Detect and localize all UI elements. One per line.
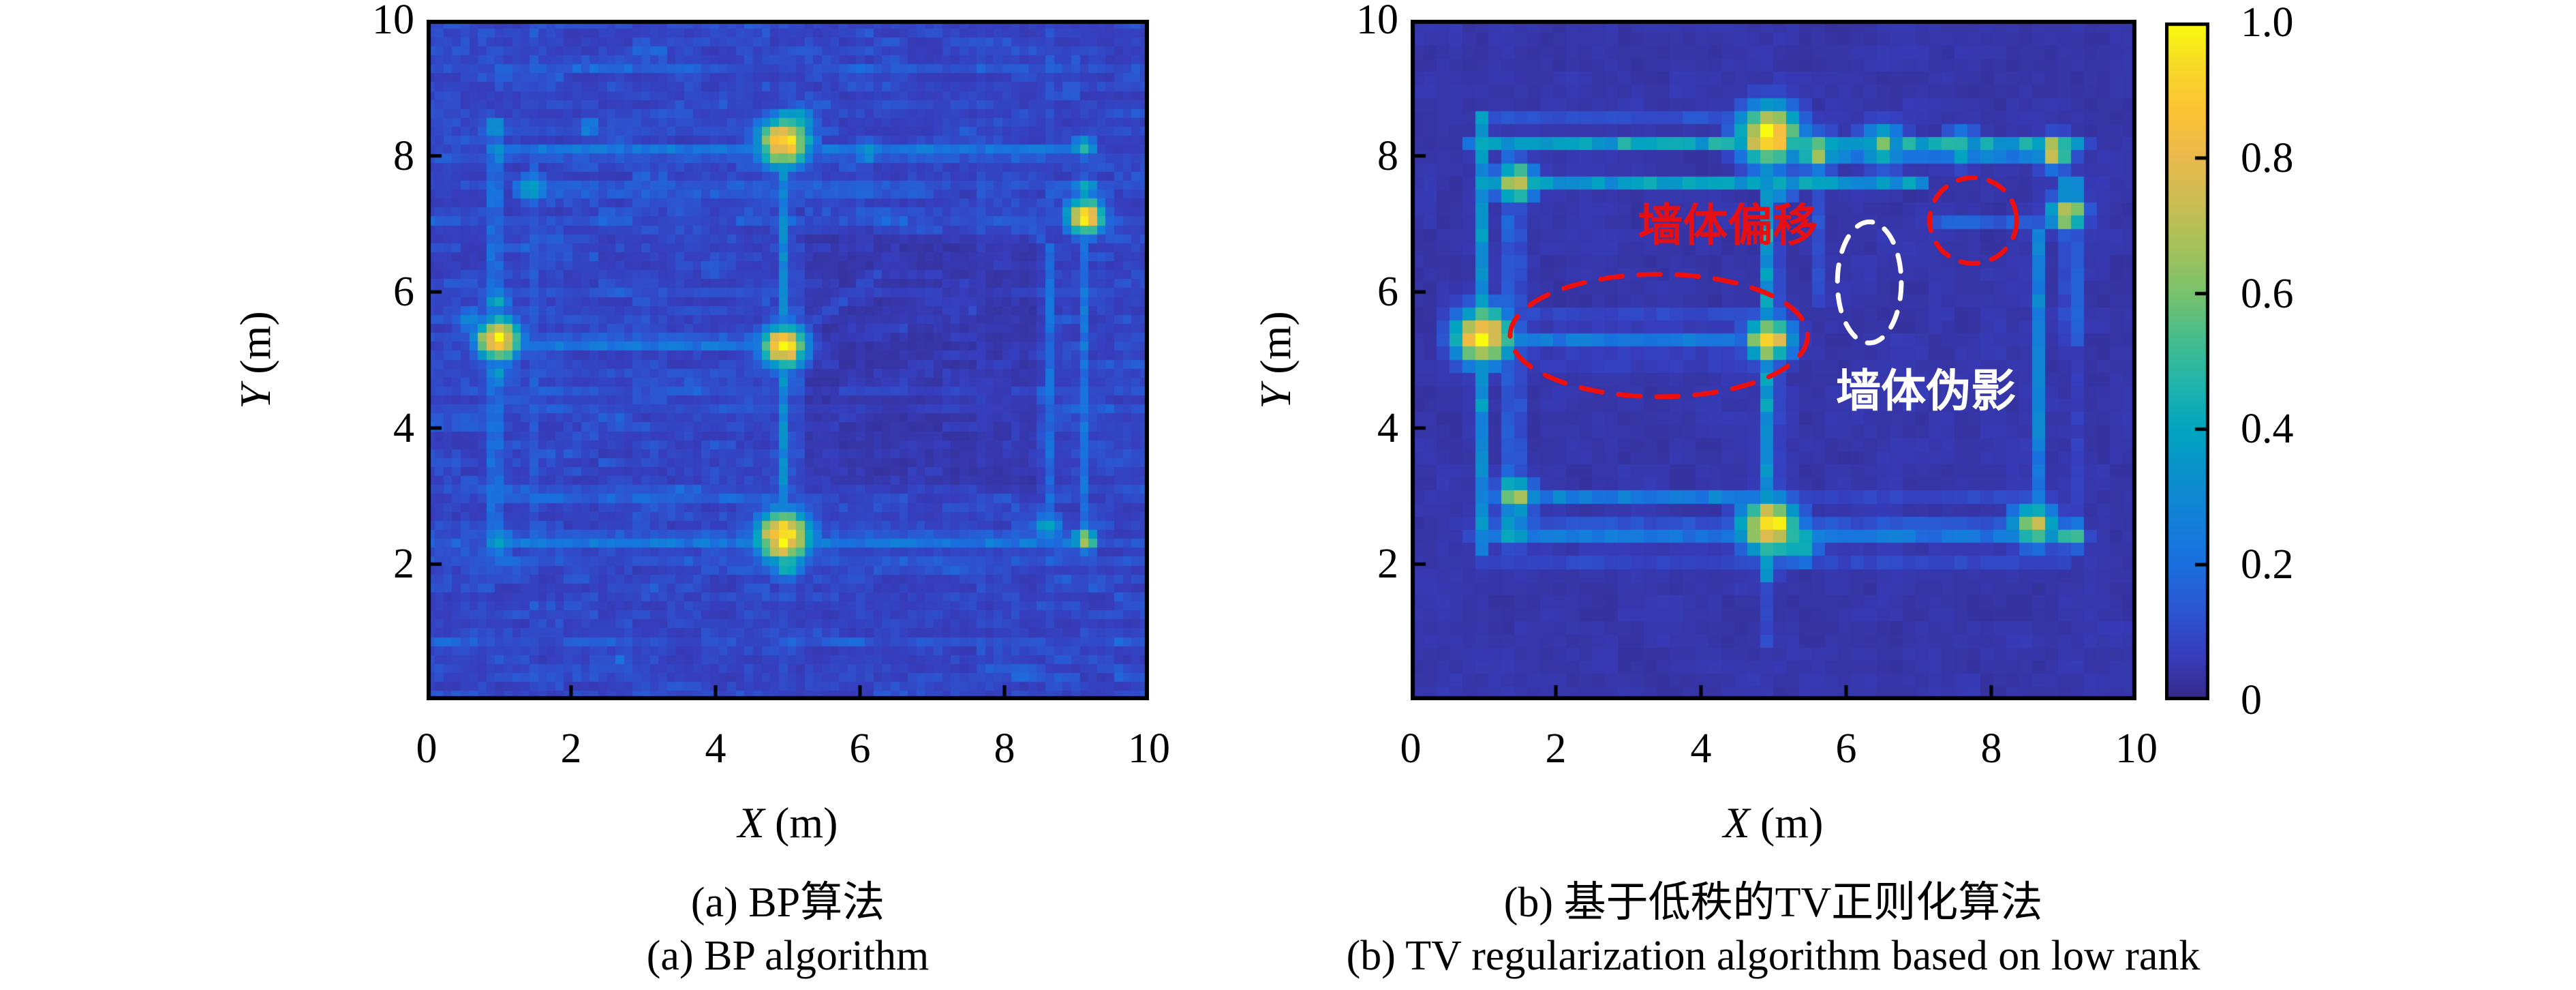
x-tick-label: 0 [416,725,438,772]
bp-heatmap-canvas [427,20,1149,700]
colorbar-tick-label: 0.8 [2241,134,2294,181]
y-tick-label: 10 [1356,0,1398,43]
tv-x-axis-var: X [1723,798,1750,847]
tv-y-axis-label: Y (m) [1250,258,1302,462]
bp-x-axis-unit: (m) [775,798,838,847]
x-tick-label: 10 [2115,725,2158,772]
x-tick-label: 6 [1835,725,1857,772]
x-tick-label: 6 [849,725,871,772]
colorbar-tick-label: 1.0 [2241,0,2294,46]
bp-y-axis-unit: (m) [231,311,279,374]
x-tick-label: 4 [1690,725,1712,772]
annotation-text: 墙体偏移 [1638,201,1818,252]
tv-caption-en: (b) TV regularization algorithm based on… [1346,933,2201,979]
y-tick-label: 2 [393,541,414,588]
tv-heatmap-canvas [1411,20,2136,700]
tv-annotations-overlay: 墙体偏移墙体伪影 [1411,20,2136,700]
x-tick-label: 4 [705,725,726,772]
x-tick-label: 2 [1545,725,1567,772]
bp-y-axis-label: Y (m) [230,258,281,462]
annotation-ellipse [1835,219,1904,346]
x-tick-label: 8 [1980,725,2002,772]
colorbar-tick-label: 0 [2241,677,2262,723]
colorbar-tick-label: 0.6 [2241,270,2294,317]
tv-x-axis-label: X (m) [1296,797,2250,849]
tv-y-axis-unit: (m) [1251,311,1300,374]
colorbar-canvas [2165,22,2209,700]
y-tick-label: 6 [1377,269,1398,316]
y-tick-label: 8 [393,132,414,179]
colorbar-tick-label: 0.2 [2241,541,2294,588]
tv-caption-zh: (b) 基于低秩的TV正则化算法 [1503,880,2043,926]
annotation-ellipses-svg [1507,175,2019,400]
annotation-ellipse [1927,175,2019,266]
annotation-ellipse [1507,271,1811,400]
bp-y-axis-var: Y [231,385,279,409]
y-tick-label: 6 [393,269,414,316]
annotation-text: 墙体伪影 [1836,366,2017,417]
bp-caption-en: (a) BP algorithm [646,933,930,979]
bp-x-axis-var: X [737,798,765,847]
colorbar-tick-label: 0.4 [2241,406,2294,453]
y-tick-label: 4 [1377,404,1398,451]
x-tick-label: 10 [1128,725,1170,772]
tv-x-axis-unit: (m) [1760,798,1824,847]
y-tick-label: 10 [372,0,414,43]
x-tick-label: 2 [560,725,582,772]
y-tick-label: 8 [1377,132,1398,179]
bp-caption-zh: (a) BP算法 [690,880,885,926]
x-tick-label: 0 [1400,725,1422,772]
y-tick-label: 2 [1377,541,1398,588]
bp-x-axis-label: X (m) [311,797,1265,849]
y-tick-label: 4 [393,404,414,451]
tv-y-axis-var: Y [1251,385,1300,409]
x-tick-label: 8 [994,725,1015,772]
